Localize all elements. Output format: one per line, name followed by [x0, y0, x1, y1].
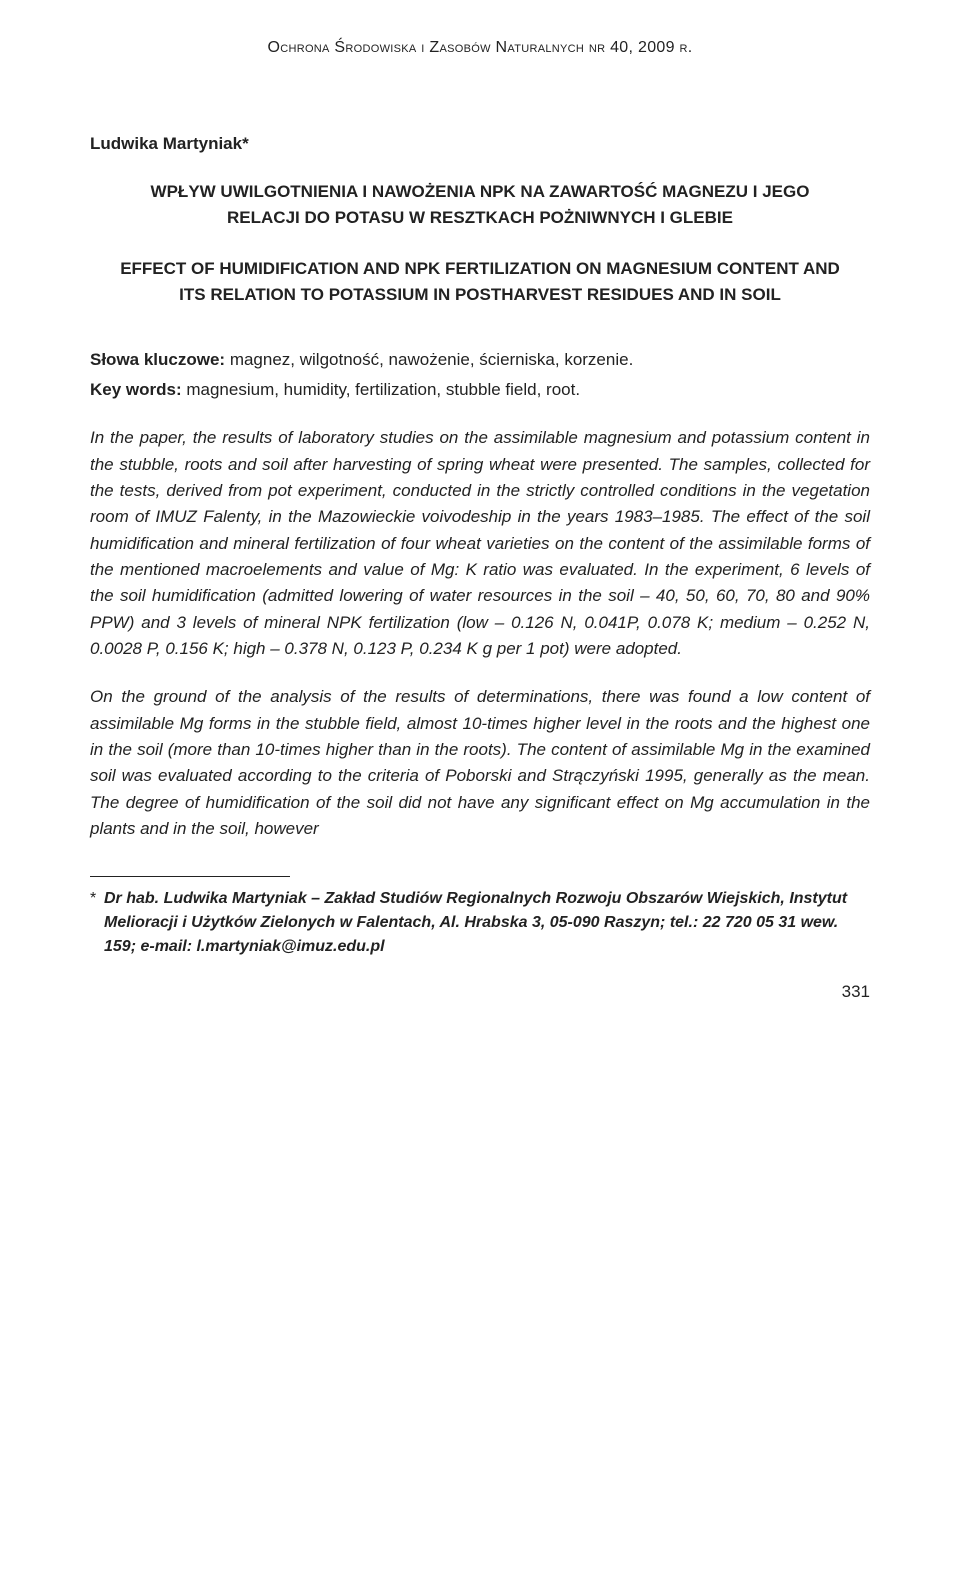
page-number: 331	[90, 979, 870, 1005]
footnote-text: Dr hab. Ludwika Martyniak – Zakład Studi…	[104, 887, 870, 959]
keywords-en-label: Key words:	[90, 380, 182, 399]
abstract-paragraph-2: On the ground of the analysis of the res…	[90, 684, 870, 842]
keywords-polish: Słowa kluczowe: magnez, wilgotność, nawo…	[90, 347, 870, 373]
abstract-paragraph-1: In the paper, the results of laboratory …	[90, 425, 870, 662]
title-polish: WPŁYW UWILGOTNIENIA I NAWOŻENIA NPK NA Z…	[120, 179, 840, 232]
journal-header: Ochrona Środowiska i Zasobów Naturalnych…	[90, 36, 870, 61]
footnote-asterisk: *	[90, 887, 104, 959]
author-name: Ludwika Martyniak*	[90, 131, 870, 157]
keywords-pl-text: magnez, wilgotność, nawożenie, ściernisk…	[225, 350, 633, 369]
title-english: EFFECT OF HUMIDIFICATION AND NPK FERTILI…	[120, 256, 840, 309]
footnote-rule	[90, 876, 290, 877]
keywords-en-text: magnesium, humidity, fertilization, stub…	[182, 380, 580, 399]
keywords-english: Key words: magnesium, humidity, fertiliz…	[90, 377, 870, 403]
keywords-pl-label: Słowa kluczowe:	[90, 350, 225, 369]
author-footnote: * Dr hab. Ludwika Martyniak – Zakład Stu…	[90, 887, 870, 959]
